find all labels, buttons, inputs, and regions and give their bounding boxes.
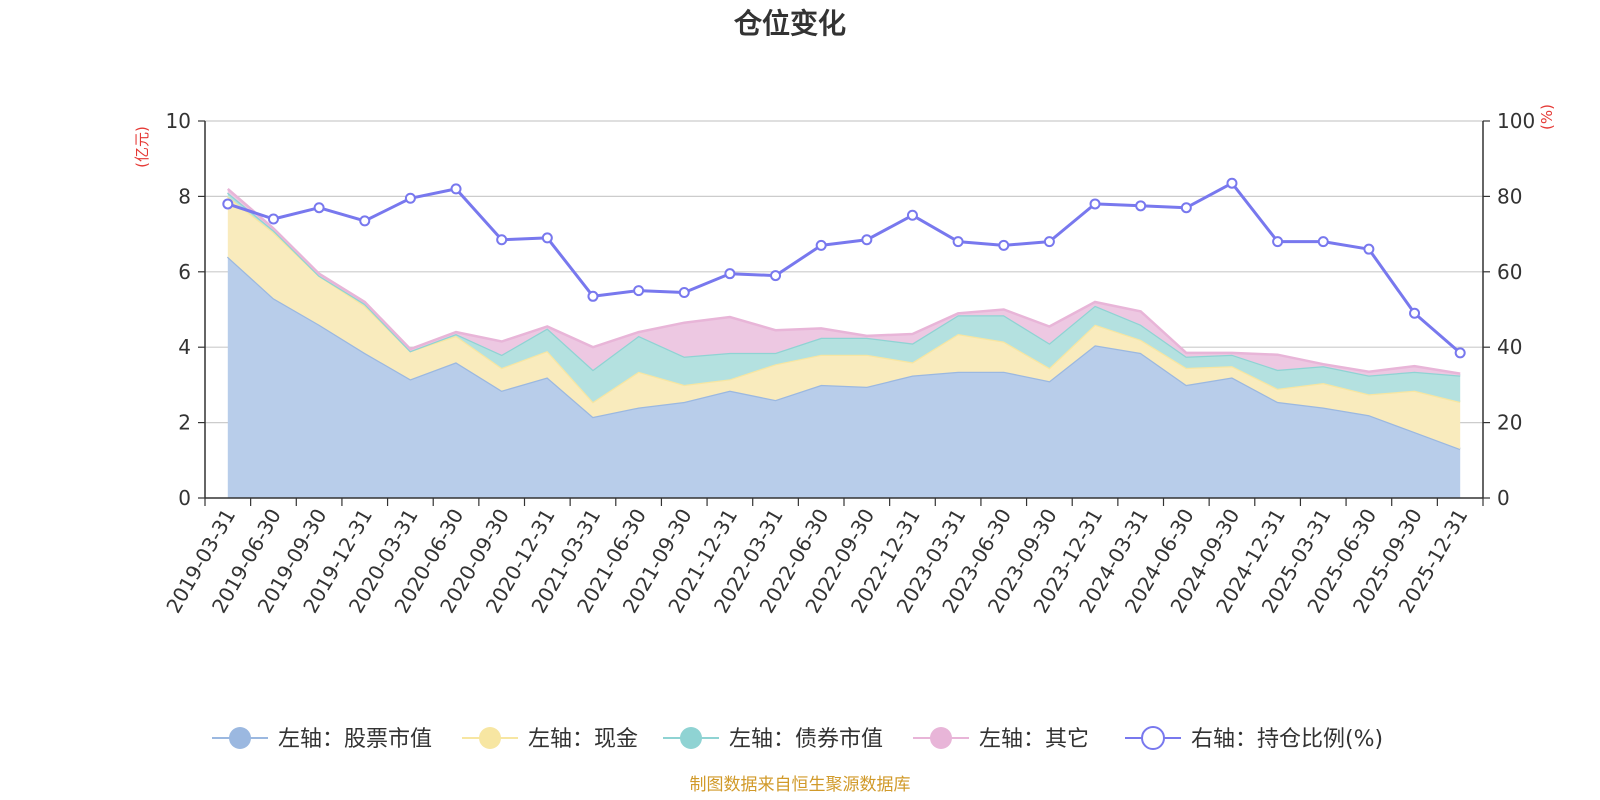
ratio-point	[404, 192, 416, 204]
left-tick-label: 4	[178, 335, 191, 359]
ratio-point	[724, 268, 736, 280]
right-tick-label: 80	[1497, 184, 1522, 208]
ratio-point	[267, 213, 279, 225]
legend-marker	[1141, 726, 1165, 750]
ratio-point	[222, 198, 234, 210]
ratio-point	[906, 209, 918, 221]
ratio-point	[678, 287, 690, 299]
legend-label: 左轴：债券市值	[729, 727, 883, 752]
stacked-areas	[226, 187, 1461, 498]
ratio-point	[1226, 177, 1238, 189]
legend-item: 右轴：持仓比例(%)	[1125, 726, 1383, 752]
ratio-point	[633, 285, 645, 297]
legend: 左轴：股票市值 左轴：现金 左轴：债券市值 左轴：其它 右轴：持仓比例(%)	[212, 726, 1383, 752]
position-ratio-series	[222, 177, 1466, 359]
area-3	[227, 192, 1461, 402]
ratio-point	[1043, 236, 1055, 248]
ratio-point	[770, 270, 782, 282]
area-4	[227, 188, 1461, 376]
right-tick-label: 20	[1497, 411, 1522, 435]
right-tick-label: 100	[1497, 109, 1535, 133]
legend-marker	[680, 727, 702, 749]
legend-item: 左轴：现金	[462, 727, 638, 752]
legend-label: 左轴：股票市值	[278, 727, 432, 752]
ratio-line	[227, 181, 1462, 355]
left-tick-label: 0	[178, 486, 191, 510]
ratio-point	[496, 234, 508, 246]
right-tick-label: 0	[1497, 486, 1510, 510]
right-tick-label: 60	[1497, 260, 1522, 284]
ratio-point	[541, 232, 553, 244]
right-axis-unit: (%)	[1538, 104, 1556, 130]
legend-label: 右轴：持仓比例(%)	[1191, 727, 1383, 752]
ratio-point	[1317, 236, 1329, 248]
legend-marker	[229, 727, 251, 749]
area-1	[227, 256, 1461, 498]
legend-label: 左轴：其它	[979, 727, 1089, 752]
chart-title: 仓位变化	[734, 7, 846, 40]
legend-item: 左轴：债券市值	[663, 727, 883, 752]
ratio-point	[450, 183, 462, 195]
left-tick-label: 10	[166, 109, 191, 133]
ratio-point	[313, 202, 325, 214]
ratio-point	[1363, 243, 1375, 255]
legend-label: 左轴：现金	[528, 727, 638, 752]
ratio-point	[359, 215, 371, 227]
legend-marker	[930, 727, 952, 749]
left-tick-label: 2	[178, 411, 191, 435]
ratio-point	[1089, 198, 1101, 210]
right-tick-label: 40	[1497, 335, 1522, 359]
left-axis-unit: (亿元)	[133, 126, 151, 168]
ratio-point	[815, 239, 827, 251]
ratio-point	[1180, 202, 1192, 214]
area-edge-4	[226, 187, 1461, 375]
ratio-point	[1409, 307, 1421, 319]
ratio-point	[861, 234, 873, 246]
ratio-point	[587, 290, 599, 302]
ratio-point	[1272, 236, 1284, 248]
legend-marker	[479, 727, 501, 749]
legend-item: 左轴：其它	[913, 727, 1089, 752]
ratio-point	[1135, 200, 1147, 212]
ratio-point	[1454, 347, 1466, 359]
legend-item: 左轴：股票市值	[212, 727, 432, 752]
data-source-note: 制图数据来自恒生聚源数据库	[690, 775, 911, 795]
left-tick-label: 8	[178, 184, 191, 208]
ratio-point	[952, 236, 964, 248]
ratio-point	[998, 239, 1010, 251]
left-tick-label: 6	[178, 260, 191, 284]
